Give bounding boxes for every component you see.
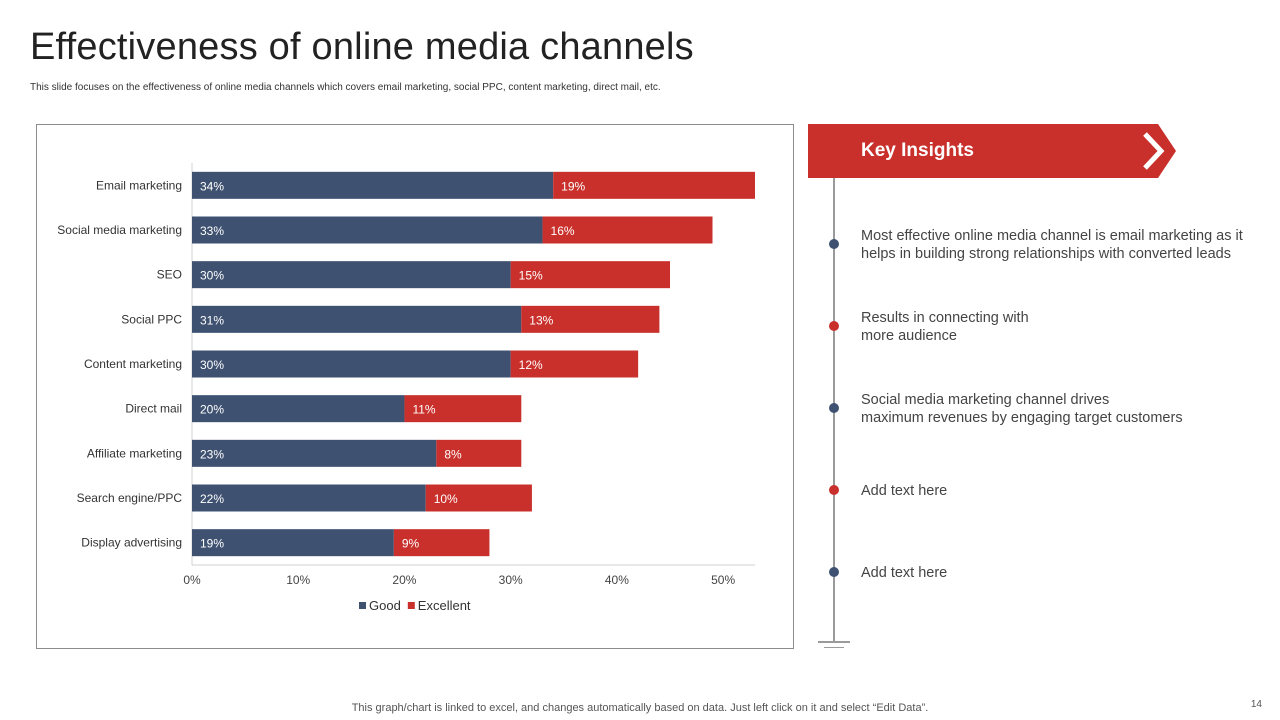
data-label: 30% [200, 269, 224, 283]
bar-excellent [542, 216, 713, 244]
timeline-dot-1 [829, 239, 839, 249]
legend-label-excellent: Excellent [418, 598, 471, 613]
bar-excellent [510, 261, 671, 289]
category-label: Social PPC [121, 312, 182, 326]
timeline-base-secondary [824, 647, 844, 648]
data-label: 19% [200, 537, 224, 551]
data-label: 19% [561, 179, 585, 193]
chart-container[interactable]: 0% 10% 20% 30% 40% 50% Email marketing 34% 19% So… [36, 124, 794, 649]
data-label: 20% [200, 403, 224, 417]
data-label: 16% [551, 224, 575, 238]
data-label: 30% [200, 358, 224, 372]
data-label: 23% [200, 447, 224, 461]
bar-good [192, 439, 437, 467]
stacked-bar-chart: 0% 10% 20% 30% 40% 50% Email marketing 34% 19% So… [57, 163, 755, 613]
x-tick-label: 0% [183, 573, 201, 587]
page-number: 14 [1250, 699, 1262, 710]
bar-excellent [404, 395, 522, 423]
insight-item-1: Most effective online media channel is e… [861, 228, 1243, 262]
data-label: 10% [434, 492, 458, 506]
data-label: 11% [412, 403, 435, 417]
x-tick-label: 10% [286, 573, 310, 587]
x-tick-label: 30% [499, 573, 523, 587]
legend-swatch-excellent [407, 602, 415, 609]
data-label: 9% [402, 537, 420, 551]
category-label: Content marketing [84, 357, 182, 371]
category-label: Affiliate marketing [87, 446, 182, 460]
bar-good [192, 216, 543, 244]
legend-label-good: Good [369, 598, 401, 613]
x-tick-label: 20% [392, 573, 416, 587]
category-label: Direct mail [125, 402, 182, 416]
timeline-dot-2 [829, 321, 839, 331]
data-label: 12% [519, 358, 543, 372]
page-title: Effectiveness of online media channels [30, 26, 694, 68]
data-label: 31% [200, 313, 224, 327]
x-tick-label: 40% [605, 573, 629, 587]
data-label: 15% [519, 269, 543, 283]
timeline-dot-5 [829, 567, 839, 577]
bar-excellent [393, 529, 490, 557]
category-label: Display advertising [81, 536, 182, 550]
bar-good [192, 261, 511, 289]
bar-excellent [436, 439, 522, 467]
chevron-right-icon [1143, 132, 1165, 170]
bar-excellent [521, 305, 660, 333]
x-tick-label: 50% [711, 573, 735, 587]
data-label: 34% [200, 179, 224, 193]
timeline-dot-3 [829, 403, 839, 413]
data-label: 13% [529, 313, 553, 327]
insight-item-3: Social media marketing channel drives ma… [861, 392, 1183, 426]
bar-good [192, 529, 394, 557]
bar-excellent [553, 171, 755, 199]
page-subtitle: This slide focuses on the effectiveness … [30, 82, 661, 93]
bar-good [192, 484, 426, 512]
bar-good [192, 305, 522, 333]
category-label: SEO [157, 268, 182, 282]
legend-swatch-good [359, 602, 366, 609]
data-label: 33% [200, 224, 224, 238]
bar-good [192, 395, 405, 423]
bar-excellent [425, 484, 532, 512]
bar-good [192, 171, 554, 199]
category-label: Search engine/PPC [77, 491, 183, 505]
key-insights-banner [808, 124, 1176, 178]
footer-note: This graph/chart is linked to excel, and… [351, 702, 929, 714]
banner-shape [808, 124, 1176, 178]
key-insights-title: Key Insights [861, 140, 974, 161]
category-label: Email marketing [96, 178, 182, 192]
insight-item-5: Add text here [861, 565, 948, 581]
category-label: Social media marketing [57, 223, 182, 237]
insight-item-4: Add text here [861, 483, 948, 499]
key-insights-header: Key Insights [808, 124, 1178, 178]
insight-item-2: Results in connecting with more audience [861, 310, 1029, 344]
timeline-dot-4 [829, 485, 839, 495]
data-label: 8% [444, 447, 462, 461]
bar-excellent [510, 350, 639, 378]
timeline-base [818, 641, 850, 643]
data-label: 22% [200, 492, 224, 506]
bar-good [192, 350, 511, 378]
